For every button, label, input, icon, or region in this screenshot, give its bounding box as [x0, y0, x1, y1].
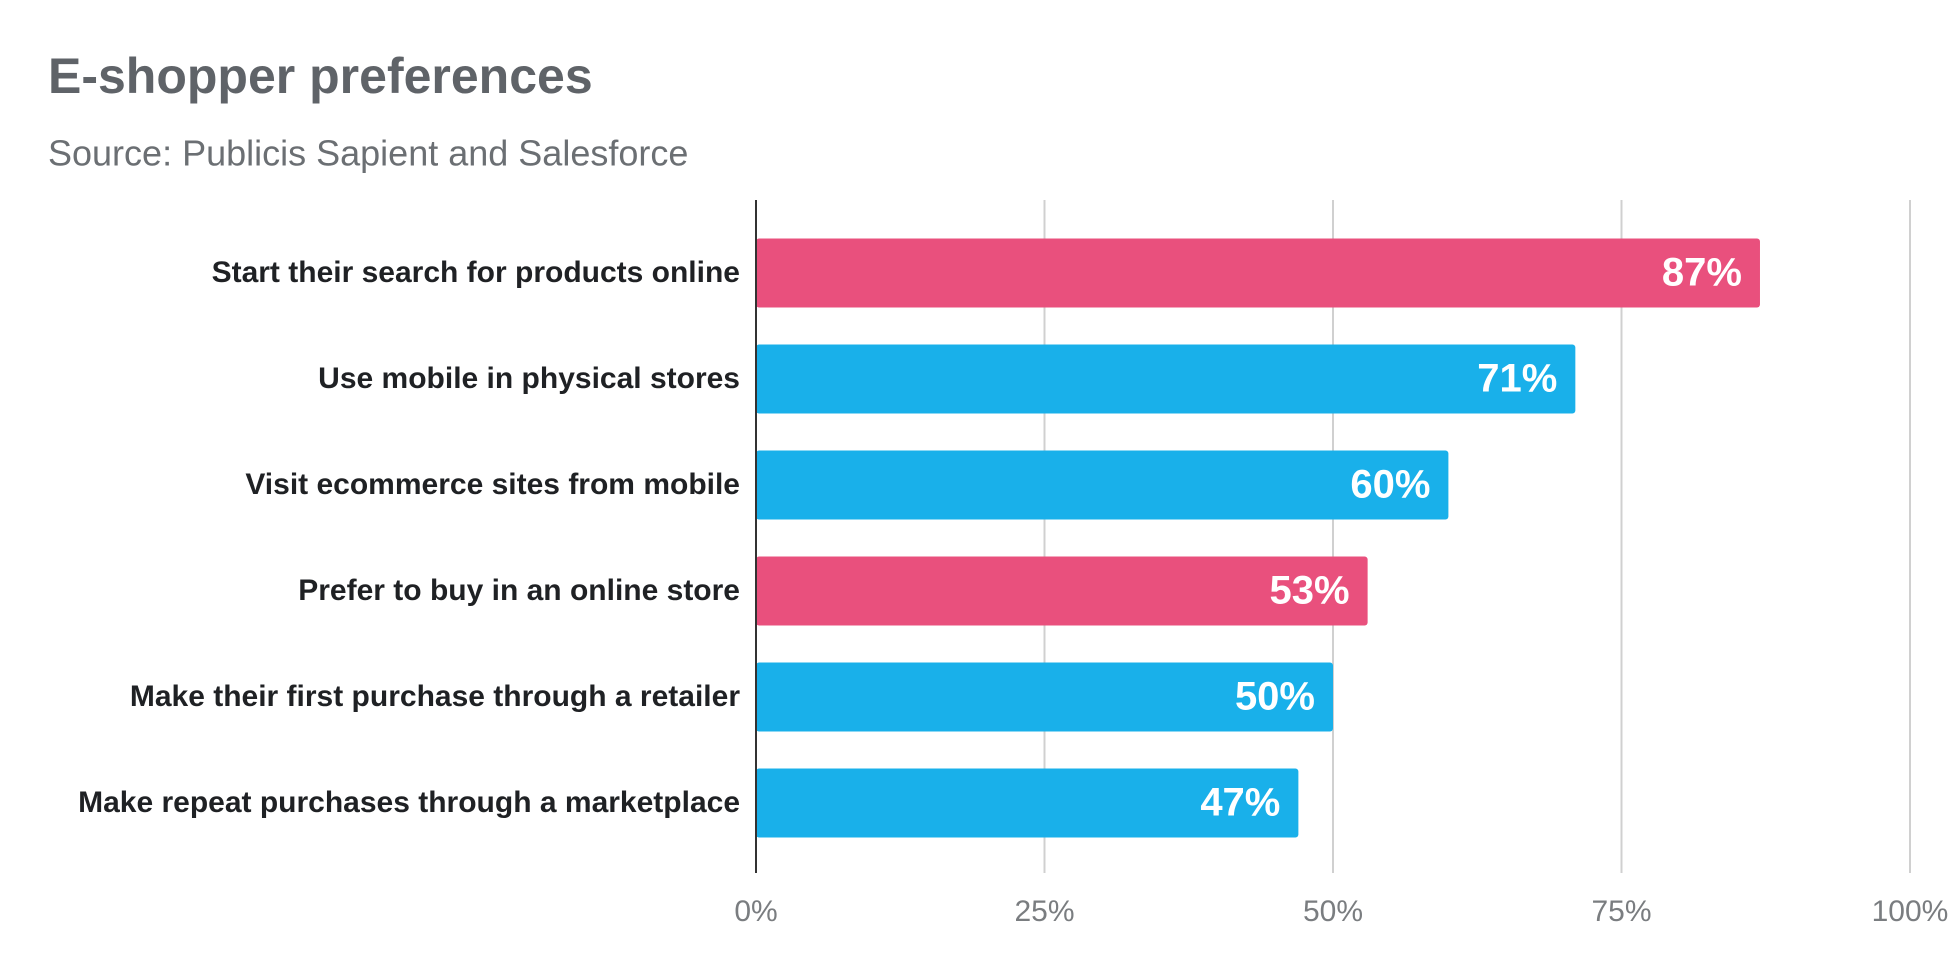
- x-tick-label: 0%: [734, 895, 777, 928]
- bar: [756, 238, 1760, 308]
- y-tick-label: Make their first purchase through a reta…: [130, 680, 740, 713]
- x-tick-label: 75%: [1591, 895, 1651, 928]
- chart-title: E-shopper preferences: [48, 48, 593, 104]
- y-tick-label: Make repeat purchases through a marketpl…: [78, 786, 740, 819]
- chart-subtitle: Source: Publicis Sapient and Salesforce: [48, 133, 688, 174]
- bar: [756, 556, 1368, 626]
- y-tick-label: Use mobile in physical stores: [318, 362, 740, 395]
- value-label: 60%: [1350, 463, 1430, 507]
- y-tick-label: Visit ecommerce sites from mobile: [245, 468, 740, 501]
- x-tick-label: 50%: [1303, 895, 1363, 928]
- bar: [756, 662, 1333, 732]
- value-label: 87%: [1662, 251, 1742, 295]
- x-tick-label: 100%: [1872, 895, 1949, 928]
- bar: [756, 450, 1449, 520]
- bar: [756, 768, 1299, 838]
- value-label: 50%: [1235, 675, 1315, 719]
- value-label: 47%: [1200, 781, 1280, 825]
- value-label: 53%: [1270, 569, 1350, 613]
- x-tick-label: 25%: [1014, 895, 1074, 928]
- y-tick-label: Start their search for products online: [212, 256, 740, 289]
- value-label: 71%: [1477, 357, 1557, 401]
- y-tick-label: Prefer to buy in an online store: [298, 574, 740, 607]
- bar: [756, 344, 1576, 414]
